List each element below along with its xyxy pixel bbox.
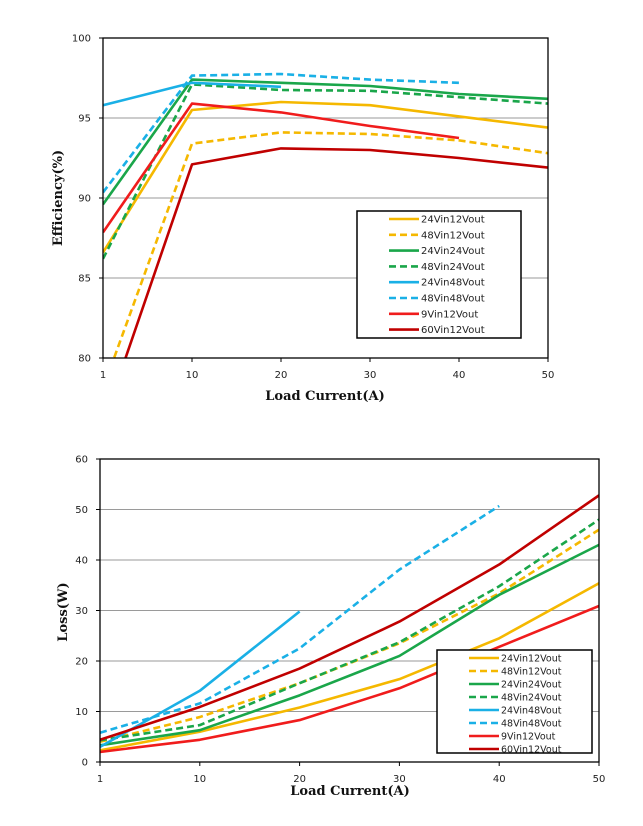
series-line-9Vin12Vout <box>103 102 460 234</box>
series-line-24Vin12Vout <box>103 100 548 254</box>
series-line-60Vin12Vout <box>124 147 548 358</box>
y-tick-label: 20 <box>75 657 88 668</box>
series-line-48Vin48Vout <box>103 72 460 194</box>
legend-label: 24Vin24Vout <box>421 246 485 257</box>
legend-label: 48Vin48Vout <box>421 294 485 305</box>
loss-chart: 0 10 20 30 40 50 60 1 10 20 30 40 50 Load Current(A) L… <box>56 455 605 800</box>
x-axis-label: Load Current(A) <box>265 389 384 404</box>
y-tick-label: 40 <box>75 556 88 567</box>
x-axis-label: Load Current(A) <box>290 784 409 799</box>
legend-label: 24Vin48Vout <box>421 278 485 289</box>
series-line-9Vin12Vout <box>100 604 599 754</box>
legend-label: 48Vin48Vout <box>501 719 562 730</box>
legend-box <box>356 210 522 339</box>
series-line-60Vin12Vout <box>100 494 599 742</box>
legend-label: 48Vin24Vout <box>421 262 485 273</box>
plot-frame <box>102 37 549 359</box>
legend-label: 9Vin12Vout <box>421 309 478 320</box>
x-tick-label: 10 <box>193 774 206 785</box>
plot-frame <box>99 458 600 763</box>
x-tick-label: 40 <box>493 774 506 785</box>
series-line-24Vin48Vout <box>103 81 282 107</box>
y-tick-label: 90 <box>78 194 91 205</box>
y-tick-label: 95 <box>78 114 91 125</box>
legend-label: 24Vin12Vout <box>501 654 562 665</box>
y-tick-label: 30 <box>75 606 88 617</box>
series-line-48Vin24Vout <box>100 518 599 742</box>
x-tick-label: 20 <box>293 774 306 785</box>
x-tick-label: 50 <box>542 370 555 381</box>
x-tick-label: 1 <box>97 774 103 785</box>
series-line-48Vin24Vout <box>103 83 548 260</box>
series-line-24Vin24Vout <box>103 78 548 206</box>
legend: 24Vin12Vout 48Vin12Vout 24Vin24Vout 48Vin24… <box>436 649 593 756</box>
legend-label: 60Vin12Vout <box>421 325 485 336</box>
x-tick-label: 10 <box>186 370 199 381</box>
legend-box <box>436 649 593 754</box>
y-axis-label: Efficiency(%) <box>51 150 66 246</box>
x-tick-label: 30 <box>393 774 406 785</box>
legend-label: 24Vin48Vout <box>501 706 562 717</box>
x-tick-label: 40 <box>453 370 466 381</box>
legend-label: 60Vin12Vout <box>501 745 562 756</box>
y-tick-label: 60 <box>75 455 88 466</box>
y-tick-label: 80 <box>78 354 91 365</box>
y-tick-label: 10 <box>75 707 88 718</box>
x-tick-label: 50 <box>593 774 606 785</box>
legend-label: 9Vin12Vout <box>501 732 556 743</box>
legend-label: 48Vin12Vout <box>421 230 485 241</box>
y-tick-label: 85 <box>78 274 91 285</box>
y-tick-label: 100 <box>72 34 91 45</box>
x-tick-label: 20 <box>275 370 288 381</box>
legend-label: 48Vin24Vout <box>501 693 562 704</box>
series-line-24Vin24Vout <box>100 543 599 747</box>
y-axis-label: Loss(W) <box>56 582 71 641</box>
series-line-48Vin12Vout <box>112 131 548 358</box>
x-tick-label: 30 <box>364 370 377 381</box>
legend-label: 48Vin12Vout <box>501 667 562 678</box>
efficiency-chart: 80 85 90 95 100 1 10 20 30 40 50 Load Current(A) Eff… <box>51 34 555 405</box>
y-tick-label: 50 <box>75 505 88 516</box>
legend-label: 24Vin24Vout <box>501 680 562 691</box>
x-tick-label: 1 <box>100 370 106 381</box>
y-tick-label: 0 <box>82 758 88 769</box>
series-line-48Vin48Vout <box>100 504 500 734</box>
legend-label: 24Vin12Vout <box>421 215 485 226</box>
legend: 24Vin12Vout 48Vin12Vout 24Vin24Vout 48Vin24… <box>356 210 522 339</box>
series-line-24Vin12Vout <box>100 582 599 752</box>
